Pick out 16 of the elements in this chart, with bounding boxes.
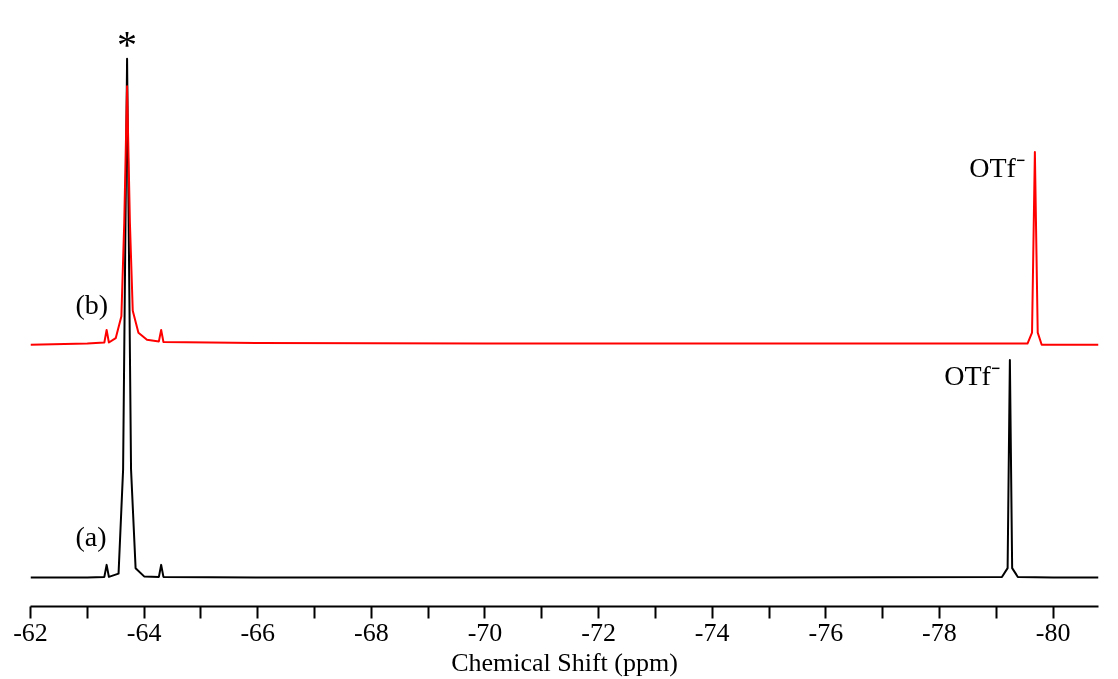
x-tick-label: -80	[1035, 617, 1071, 647]
annotation: OTf⁻	[944, 360, 1000, 392]
x-tick-label: -74	[694, 617, 730, 647]
x-tick-label: -66	[240, 617, 276, 647]
x-tick-label: -78	[922, 617, 957, 647]
x-tick-label: -72	[581, 617, 616, 647]
x-tick-label: -68	[354, 617, 389, 647]
series-label: (a)	[75, 521, 107, 553]
annotation: OTf⁻	[969, 151, 1025, 183]
annotation: *	[117, 21, 138, 67]
x-axis-title: Chemical Shift (ppm)	[451, 647, 678, 677]
series-label: (b)	[75, 288, 109, 320]
x-tick-label: -70	[467, 617, 503, 647]
x-tick-label: -76	[808, 617, 844, 647]
x-tick-label: -62	[13, 617, 48, 647]
x-tick-label: -64	[126, 617, 162, 647]
